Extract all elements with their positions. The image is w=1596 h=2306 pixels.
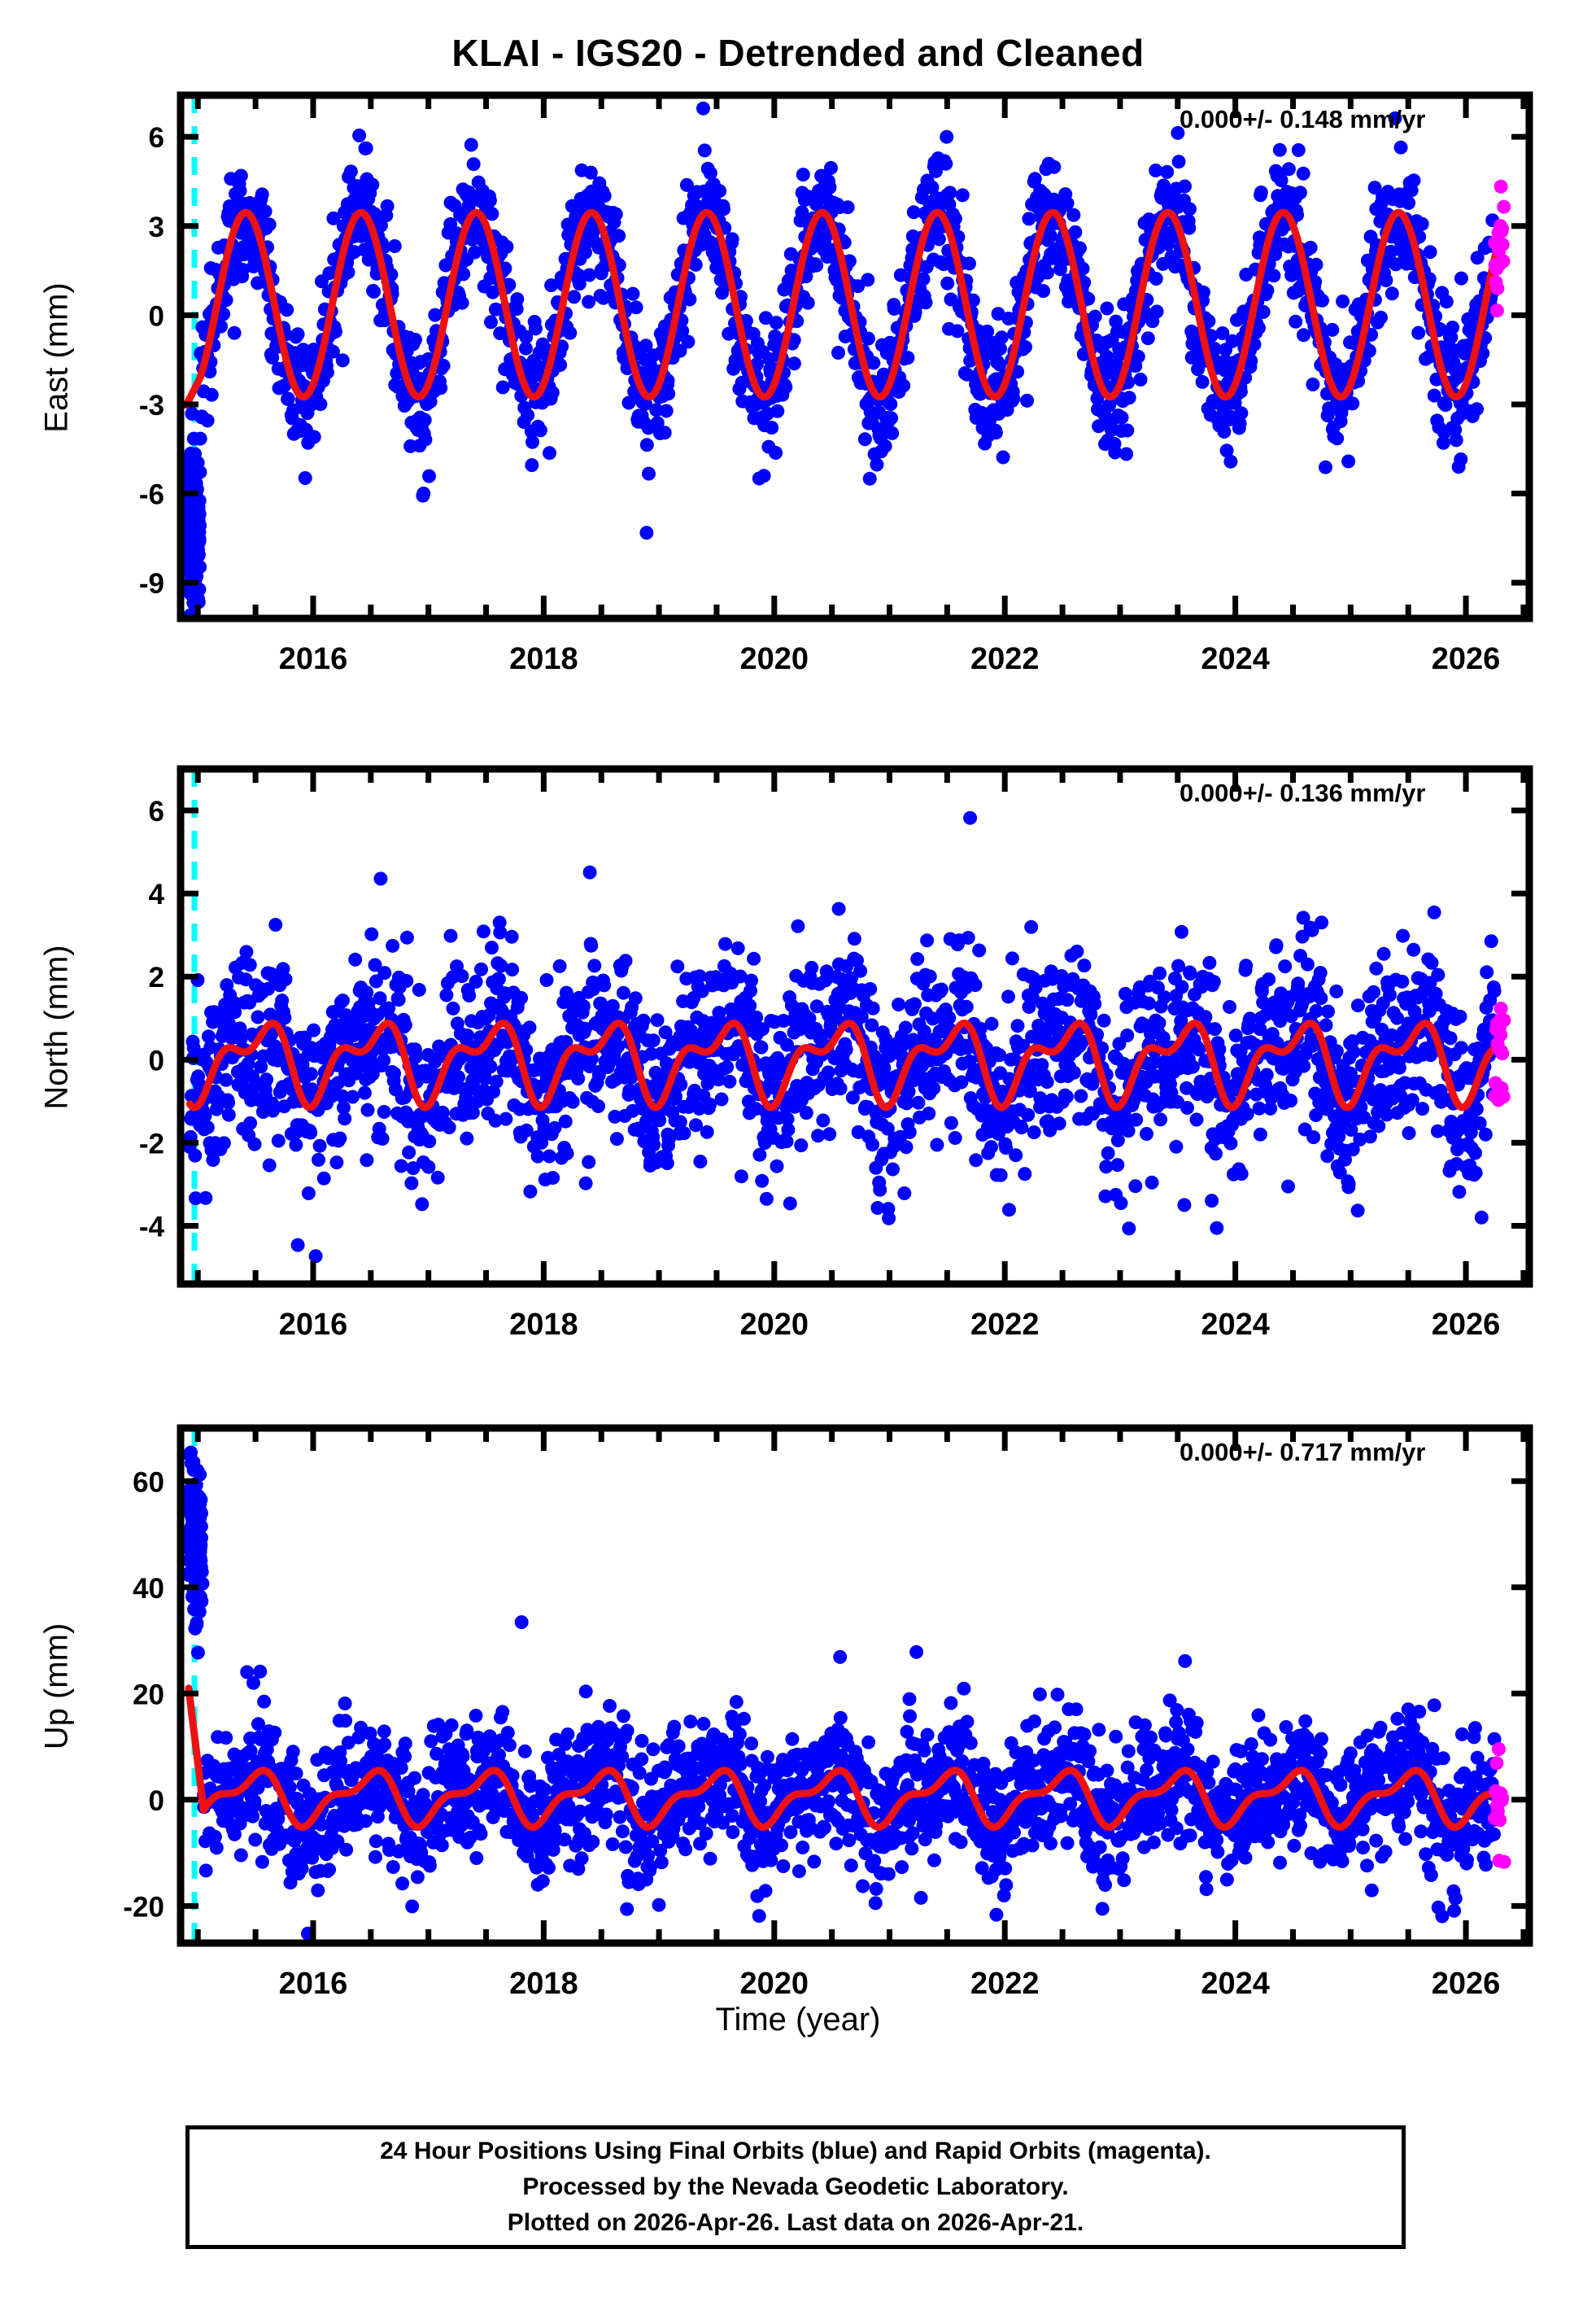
x-tick-label: 2026	[1432, 642, 1501, 676]
x-tick-label: 2024	[1201, 642, 1270, 676]
x-tick-label: 2024	[1201, 1308, 1270, 1342]
panel-east: 6 3 0 -3 -6 -9 2016 2018 2020 2022 2024 2026	[0, 65, 1596, 708]
y-tick-label: 60	[133, 1466, 164, 1498]
caption-box: 24 Hour Positions Using Final Orbits (bl…	[185, 2125, 1406, 2249]
y-tick-label: 6	[149, 122, 164, 154]
x-tick-label: 2020	[740, 1967, 809, 2001]
data-points-final-orbits	[182, 810, 1502, 1264]
panel-north: 6 4 2 0 -2 -4 2016 2018 2020 2022 2024 2026	[0, 724, 1596, 1367]
x-tick-label: 2024	[1201, 1967, 1270, 2001]
y-tick-label: 0	[149, 1045, 164, 1077]
panel-up: 60 40 20 0 -20 2016 2018 2020 2022 2024 2026	[0, 1383, 1596, 2026]
x-tick-label: 2022	[970, 642, 1040, 676]
y-tick-label: -20	[123, 1891, 164, 1923]
x-tick-label: 2018	[509, 1967, 578, 2001]
y-tick-label: 0	[149, 1785, 164, 1817]
model-fit-curve	[185, 1020, 1508, 1112]
plot-area-east: 6 3 0 -3 -6 -9 2016 2018 2020 2022 2024 2026	[139, 91, 1533, 676]
data-points-final-orbits	[181, 101, 1502, 618]
caption-line-1: 24 Hour Positions Using Final Orbits (bl…	[380, 2138, 1211, 2164]
x-axis-ticks: 2016 2018 2020 2022 2024 2026	[194, 1428, 1527, 2001]
x-tick-label: 2016	[279, 1308, 348, 1342]
data-points-rapid-orbits	[1488, 1742, 1511, 1869]
axis-label-north: North (mm)	[38, 944, 75, 1110]
x-tick-label: 2020	[740, 1308, 809, 1342]
y-tick-label: 40	[133, 1573, 164, 1605]
y-tick-label: 4	[149, 879, 165, 911]
plot-frame	[177, 91, 1533, 622]
y-tick-label: -6	[139, 479, 164, 511]
model-fit-curve	[196, 208, 1508, 401]
y-axis-ticks: 60 40 20 0 -20	[123, 1466, 1529, 1923]
axis-label-east: East (mm)	[38, 282, 75, 433]
plot-frame	[177, 1424, 1533, 1947]
y-axis-ticks: 6 3 0 -3 -6 -9	[139, 122, 1529, 600]
axis-label-time: Time (year)	[715, 2002, 881, 2037]
data-points-rapid-orbits	[1488, 1002, 1511, 1107]
y-tick-label: -4	[139, 1212, 165, 1243]
y-tick-label: 6	[149, 796, 164, 828]
plot-area-north: 6 4 2 0 -2 -4 2016 2018 2020 2022 2024 2026	[139, 765, 1533, 1342]
y-tick-label: 3	[149, 212, 164, 243]
x-axis-ticks: 2016 2018 2020 2022 2024 2026	[194, 769, 1527, 1342]
x-tick-label: 2016	[279, 642, 348, 676]
x-tick-label: 2022	[970, 1308, 1040, 1342]
rate-annotation-east: 0.000+/- 0.148 mm/yr	[1180, 105, 1426, 133]
data-points-rapid-orbits	[1488, 179, 1511, 318]
rate-annotation-north: 0.000+/- 0.136 mm/yr	[1180, 779, 1426, 807]
x-tick-label: 2022	[970, 1967, 1040, 2001]
model-fit-lead-segment	[182, 373, 204, 409]
x-tick-label: 2026	[1432, 1967, 1501, 2001]
x-tick-label: 2020	[740, 642, 809, 676]
x-axis-ticks: 2016 2018 2020 2022 2024 2026	[194, 95, 1527, 676]
y-tick-label: -3	[139, 390, 164, 421]
caption-line-2: Processed by the Nevada Geodetic Laborat…	[522, 2173, 1069, 2200]
page-title: KLAI - IGS20 - Detrended and Cleaned	[451, 32, 1145, 74]
x-tick-label: 2018	[509, 642, 578, 676]
y-axis-ticks: 6 4 2 0 -2 -4	[139, 796, 1529, 1243]
axis-label-up: Up (mm)	[38, 1622, 75, 1749]
rate-annotation-up: 0.000+/- 0.717 mm/yr	[1180, 1438, 1426, 1466]
y-tick-label: 0	[149, 300, 164, 332]
y-tick-label: 20	[133, 1679, 164, 1710]
model-fit-curve	[199, 1767, 1508, 1831]
x-tick-label: 2026	[1432, 1308, 1501, 1342]
y-tick-label: -2	[139, 1128, 164, 1160]
y-tick-label: 2	[149, 962, 164, 994]
plot-frame	[177, 765, 1533, 1288]
x-tick-label: 2018	[509, 1308, 578, 1342]
y-tick-label: -9	[139, 568, 164, 600]
caption-line-3: Plotted on 2026-Apr-26. Last data on 202…	[507, 2209, 1084, 2236]
data-points-final-orbits	[181, 1445, 1502, 1941]
plot-area-up: 60 40 20 0 -20 2016 2018 2020 2022 2024 2026	[123, 1424, 1533, 2001]
x-tick-label: 2016	[279, 1967, 348, 2001]
model-fit-lead-segment	[185, 1684, 207, 1814]
